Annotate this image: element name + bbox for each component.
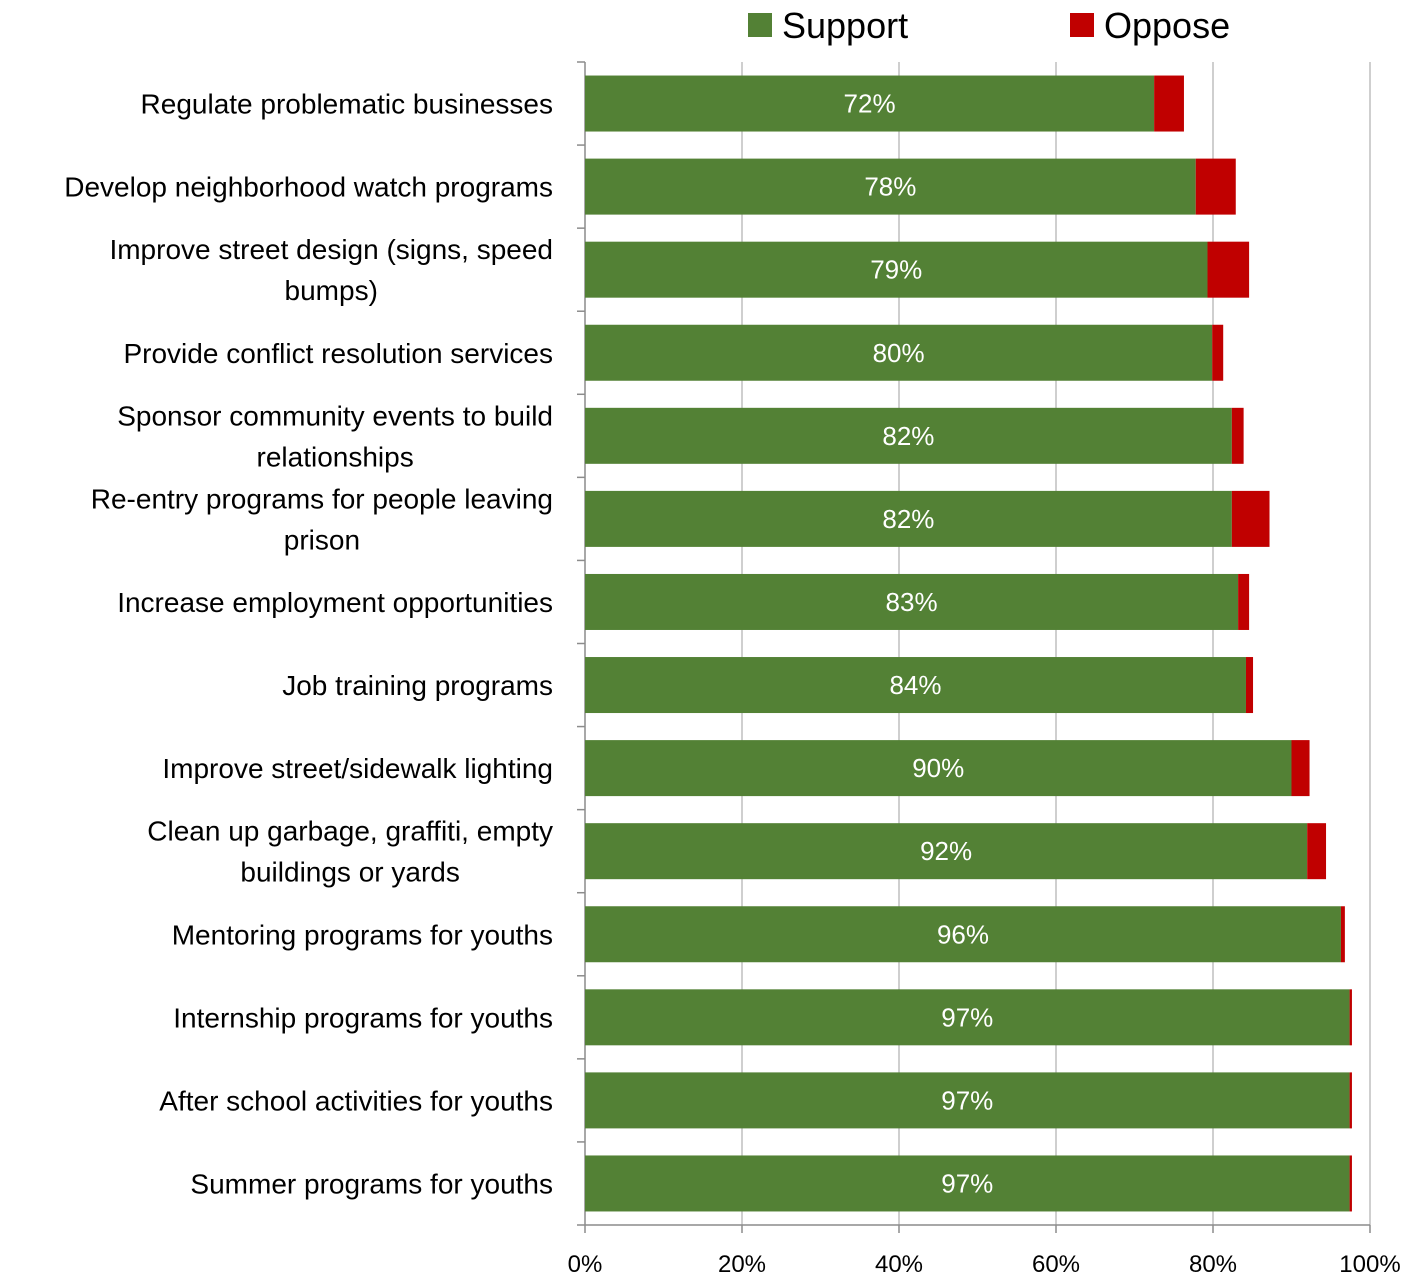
bar-oppose bbox=[1195, 158, 1236, 215]
bar-support bbox=[585, 490, 1232, 547]
bar-oppose bbox=[1245, 657, 1254, 714]
data-label: 97% bbox=[941, 1002, 993, 1032]
category-label-line: Regulate problematic businesses bbox=[141, 89, 553, 120]
data-label: 97% bbox=[941, 1168, 993, 1198]
data-label: 84% bbox=[889, 670, 941, 700]
category-label-line: Internship programs for youths bbox=[173, 1002, 553, 1033]
legend-swatch bbox=[1070, 13, 1094, 37]
category-label: Mentoring programs for youths bbox=[172, 919, 553, 950]
x-tick-label: 0% bbox=[568, 1251, 603, 1275]
x-tick-label: 40% bbox=[875, 1251, 923, 1275]
data-label: 90% bbox=[912, 753, 964, 783]
bar-support bbox=[585, 241, 1208, 298]
bar-oppose bbox=[1207, 241, 1250, 298]
data-label: 96% bbox=[937, 919, 989, 949]
data-label: 80% bbox=[873, 338, 925, 368]
gridlines bbox=[741, 62, 1371, 1225]
bar-support bbox=[585, 407, 1232, 464]
bar-support bbox=[585, 906, 1341, 963]
axes bbox=[577, 61, 1371, 1233]
category-label-line: Sponsor community events to build bbox=[117, 400, 553, 431]
data-label: 83% bbox=[886, 587, 938, 617]
legend-item-support: Support bbox=[748, 5, 908, 46]
legend-swatch bbox=[748, 13, 772, 37]
bar-oppose bbox=[1291, 740, 1310, 797]
legend-label: Support bbox=[782, 5, 908, 46]
bar-support bbox=[585, 657, 1246, 714]
data-label: 92% bbox=[920, 836, 972, 866]
data-label: 82% bbox=[882, 504, 934, 534]
category-label-line: Improve street/sidewalk lighting bbox=[162, 753, 553, 784]
data-label: 79% bbox=[870, 255, 922, 285]
category-label: After school activities for youths bbox=[159, 1085, 553, 1116]
bar-oppose bbox=[1349, 1155, 1352, 1212]
x-tick-label: 60% bbox=[1032, 1251, 1080, 1275]
bar-oppose bbox=[1231, 407, 1244, 464]
bar-oppose bbox=[1349, 1072, 1352, 1129]
category-label-line: Develop neighborhood watch programs bbox=[64, 172, 553, 203]
data-label: 97% bbox=[941, 1085, 993, 1115]
category-label-line: After school activities for youths bbox=[159, 1085, 553, 1116]
bar-oppose bbox=[1307, 823, 1327, 880]
category-label: Develop neighborhood watch programs bbox=[64, 172, 553, 203]
x-tick-label: 80% bbox=[1189, 1251, 1237, 1275]
legend-item-oppose: Oppose bbox=[1070, 5, 1230, 46]
category-label: Improve street/sidewalk lighting bbox=[162, 753, 553, 784]
bar-oppose bbox=[1231, 490, 1270, 547]
data-label: 72% bbox=[844, 89, 896, 119]
category-label-line: Increase employment opportunities bbox=[117, 587, 553, 618]
bar-support bbox=[585, 989, 1350, 1046]
bar-support bbox=[585, 1072, 1350, 1129]
legend-label: Oppose bbox=[1104, 5, 1230, 46]
data-label: 78% bbox=[864, 172, 916, 202]
bar-oppose bbox=[1154, 75, 1184, 132]
category-label: Provide conflict resolution services bbox=[123, 338, 553, 369]
category-label: Internship programs for youths bbox=[173, 1002, 553, 1033]
bar-oppose bbox=[1238, 573, 1250, 630]
category-label-line: Provide conflict resolution services bbox=[123, 338, 553, 369]
category-label-line: Re-entry programs for people leaving bbox=[91, 483, 553, 514]
bar-oppose bbox=[1340, 906, 1345, 963]
bar-support bbox=[585, 158, 1196, 215]
category-label: Job training programs bbox=[282, 670, 553, 701]
category-label-line: Improve street design (signs, speed bbox=[109, 234, 553, 265]
data-label: 82% bbox=[882, 421, 934, 451]
category-label-line: Job training programs bbox=[282, 670, 553, 701]
bar-support bbox=[585, 1155, 1350, 1212]
bar-support bbox=[585, 324, 1213, 381]
category-label: Clean up garbage, graffiti, empty buildin… bbox=[147, 816, 553, 888]
bar-support bbox=[585, 740, 1292, 797]
category-label-line: Summer programs for youths bbox=[190, 1168, 553, 1199]
category-label: Re-entry programs for people leaving pris… bbox=[91, 483, 553, 555]
bar-oppose bbox=[1212, 324, 1224, 381]
x-tick-label: 100% bbox=[1339, 1251, 1400, 1275]
bars: 72% 78% 79% 80% 82% 82% 83% 84% 90% 92% 96% 97% 97% 9… bbox=[585, 75, 1352, 1212]
category-label: Improve street design (signs, speed bumps… bbox=[109, 234, 553, 306]
bar-oppose bbox=[1349, 989, 1352, 1046]
category-label-line: Mentoring programs for youths bbox=[172, 919, 553, 950]
category-label: Regulate problematic businesses bbox=[141, 89, 553, 120]
category-label: Increase employment opportunities bbox=[117, 587, 553, 618]
category-labels: Regulate problematic businesses Develop n… bbox=[64, 89, 553, 1200]
category-label-line: Clean up garbage, graffiti, empty bbox=[147, 816, 553, 847]
category-label: Summer programs for youths bbox=[190, 1168, 553, 1199]
category-label-line: buildings or yards bbox=[240, 857, 459, 888]
category-label-line: bumps) bbox=[285, 275, 378, 306]
category-label-line: relationships bbox=[257, 441, 414, 472]
x-tick-labels: 0% 20% 40% 60% 80% 100% bbox=[568, 1251, 1401, 1275]
x-tick-label: 20% bbox=[718, 1251, 766, 1275]
bar-support bbox=[585, 573, 1239, 630]
bar-support bbox=[585, 75, 1155, 132]
category-label: Sponsor community events to build relatio… bbox=[117, 400, 553, 472]
bar-support bbox=[585, 823, 1308, 880]
legend: Support Oppose bbox=[748, 5, 1230, 46]
category-label-line: prison bbox=[284, 524, 360, 555]
